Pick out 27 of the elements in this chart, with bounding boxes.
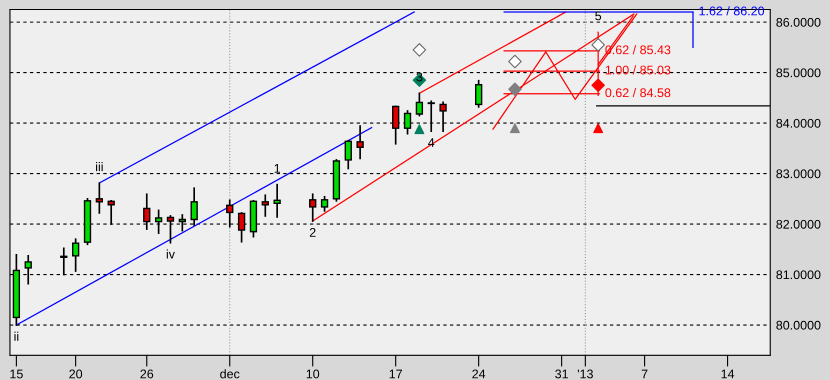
annotation: iii bbox=[96, 162, 103, 172]
y-tick-label: 81.0000 bbox=[776, 270, 820, 280]
x-tick-label: dec bbox=[220, 369, 240, 378]
x-tick-label: 14 bbox=[722, 370, 734, 378]
x-tick-label: 26 bbox=[140, 370, 154, 378]
x-tick-label: 15 bbox=[10, 370, 23, 378]
annotation: ii bbox=[14, 332, 18, 341]
y-tick-label: 84.0000 bbox=[776, 118, 820, 128]
x-tick-label: 31 bbox=[555, 370, 568, 378]
annotation: 1 bbox=[274, 164, 280, 173]
data-label: 0.62 / 84.58 bbox=[605, 88, 670, 98]
annotation: 3 bbox=[416, 72, 422, 82]
y-tick-label: 82.0000 bbox=[776, 220, 820, 229]
y-tick-label: 85.0000 bbox=[776, 68, 820, 78]
x-tick-label: 20 bbox=[69, 370, 82, 378]
y-tick-label: 80.0000 bbox=[776, 320, 820, 330]
x-tick-label: 17 bbox=[390, 370, 402, 378]
annotation: iv bbox=[166, 249, 175, 258]
x-tick-label: 10 bbox=[306, 370, 320, 378]
x-tick-label: 24 bbox=[472, 370, 486, 378]
annotation: 5 bbox=[595, 12, 602, 20]
x-tick-label: 7 bbox=[642, 370, 648, 378]
x-tick-label: '13 bbox=[578, 370, 593, 378]
annotation: 2 bbox=[310, 228, 316, 237]
y-tick-label: 83.0000 bbox=[776, 169, 820, 178]
y-tick-label: 86.0000 bbox=[776, 18, 820, 27]
data-label: 1.00 / 85.03 bbox=[606, 65, 670, 74]
